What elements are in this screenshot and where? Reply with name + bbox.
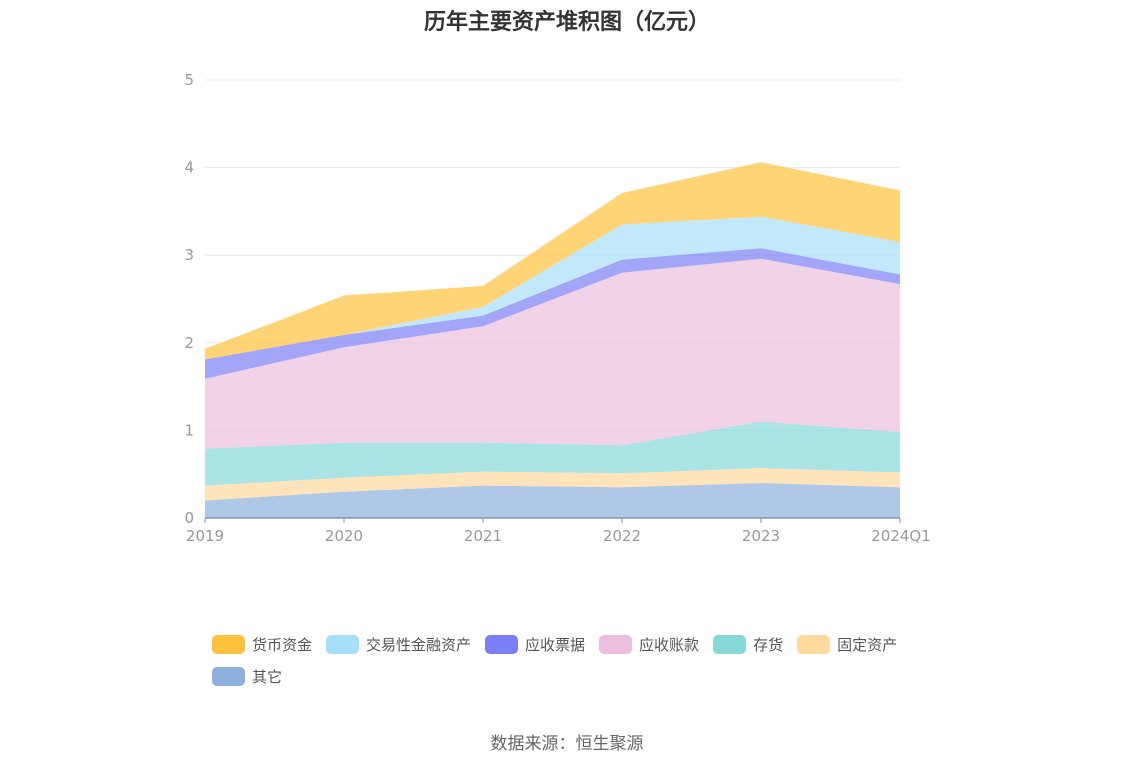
legend: 货币资金 交易性金融资产 应收票据 应收账款 存货 固定资产其它	[212, 631, 932, 695]
legend-item[interactable]: 应收账款	[599, 631, 699, 657]
area-series-存货[interactable]	[205, 421, 900, 486]
x-tick-label: 2020	[325, 527, 363, 545]
legend-item[interactable]: 货币资金	[212, 631, 312, 657]
x-tick-label: 2019	[186, 527, 224, 545]
legend-swatch	[797, 634, 831, 654]
area-series-应收账款[interactable]	[205, 258, 900, 449]
legend-item[interactable]: 应收票据	[485, 631, 585, 657]
legend-swatch	[713, 634, 747, 654]
legend-swatch	[212, 634, 245, 654]
area-series-货币资金[interactable]	[205, 162, 900, 360]
area-series-其它[interactable]	[205, 483, 900, 518]
y-tick-label: 0	[184, 509, 194, 527]
y-tick-label: 1	[184, 421, 194, 439]
legend-label: 交易性金融资产	[366, 635, 472, 654]
legend-item[interactable]: 存货	[713, 631, 783, 657]
x-tick-label: 2024Q1	[871, 527, 931, 545]
legend-swatch	[599, 634, 633, 654]
x-tick-label: 2021	[464, 527, 502, 545]
area-series-交易性金融资产[interactable]	[205, 216, 900, 360]
x-tick-label: 2022	[603, 527, 641, 545]
y-tick-label: 5	[184, 71, 194, 89]
legend-label: 应收账款	[639, 635, 700, 654]
legend-label: 货币资金	[252, 635, 313, 654]
y-tick-label: 4	[184, 159, 194, 177]
chart-title: 历年主要资产堆积图（亿元）	[423, 10, 710, 35]
legend-swatch	[485, 634, 519, 654]
legend-item[interactable]: 交易性金融资产	[326, 631, 471, 657]
legend-item[interactable]: 其它	[212, 663, 282, 689]
legend-swatch	[212, 666, 245, 686]
legend-label: 其它	[252, 667, 283, 686]
legend-label: 存货	[753, 635, 784, 654]
legend-label: 固定资产	[837, 635, 898, 654]
stacked-area-chart: 0 1 2 3 4 5 2019 2020 2021 2022 2023 2024Q1	[184, 71, 930, 545]
legend-label: 应收票据	[525, 635, 586, 654]
source-note: 数据来源：恒生聚源	[490, 734, 644, 754]
legend-item[interactable]: 固定资产	[797, 631, 897, 657]
area-series-固定资产[interactable]	[205, 468, 900, 501]
x-tick-label: 2023	[742, 527, 780, 545]
area-series-group	[205, 162, 900, 518]
axes: 0 1 2 3 4 5 2019 2020 2021 2022 2023 2024Q1	[184, 71, 930, 545]
y-tick-label: 3	[184, 246, 194, 264]
legend-swatch	[326, 634, 360, 654]
y-tick-label: 2	[184, 334, 194, 352]
